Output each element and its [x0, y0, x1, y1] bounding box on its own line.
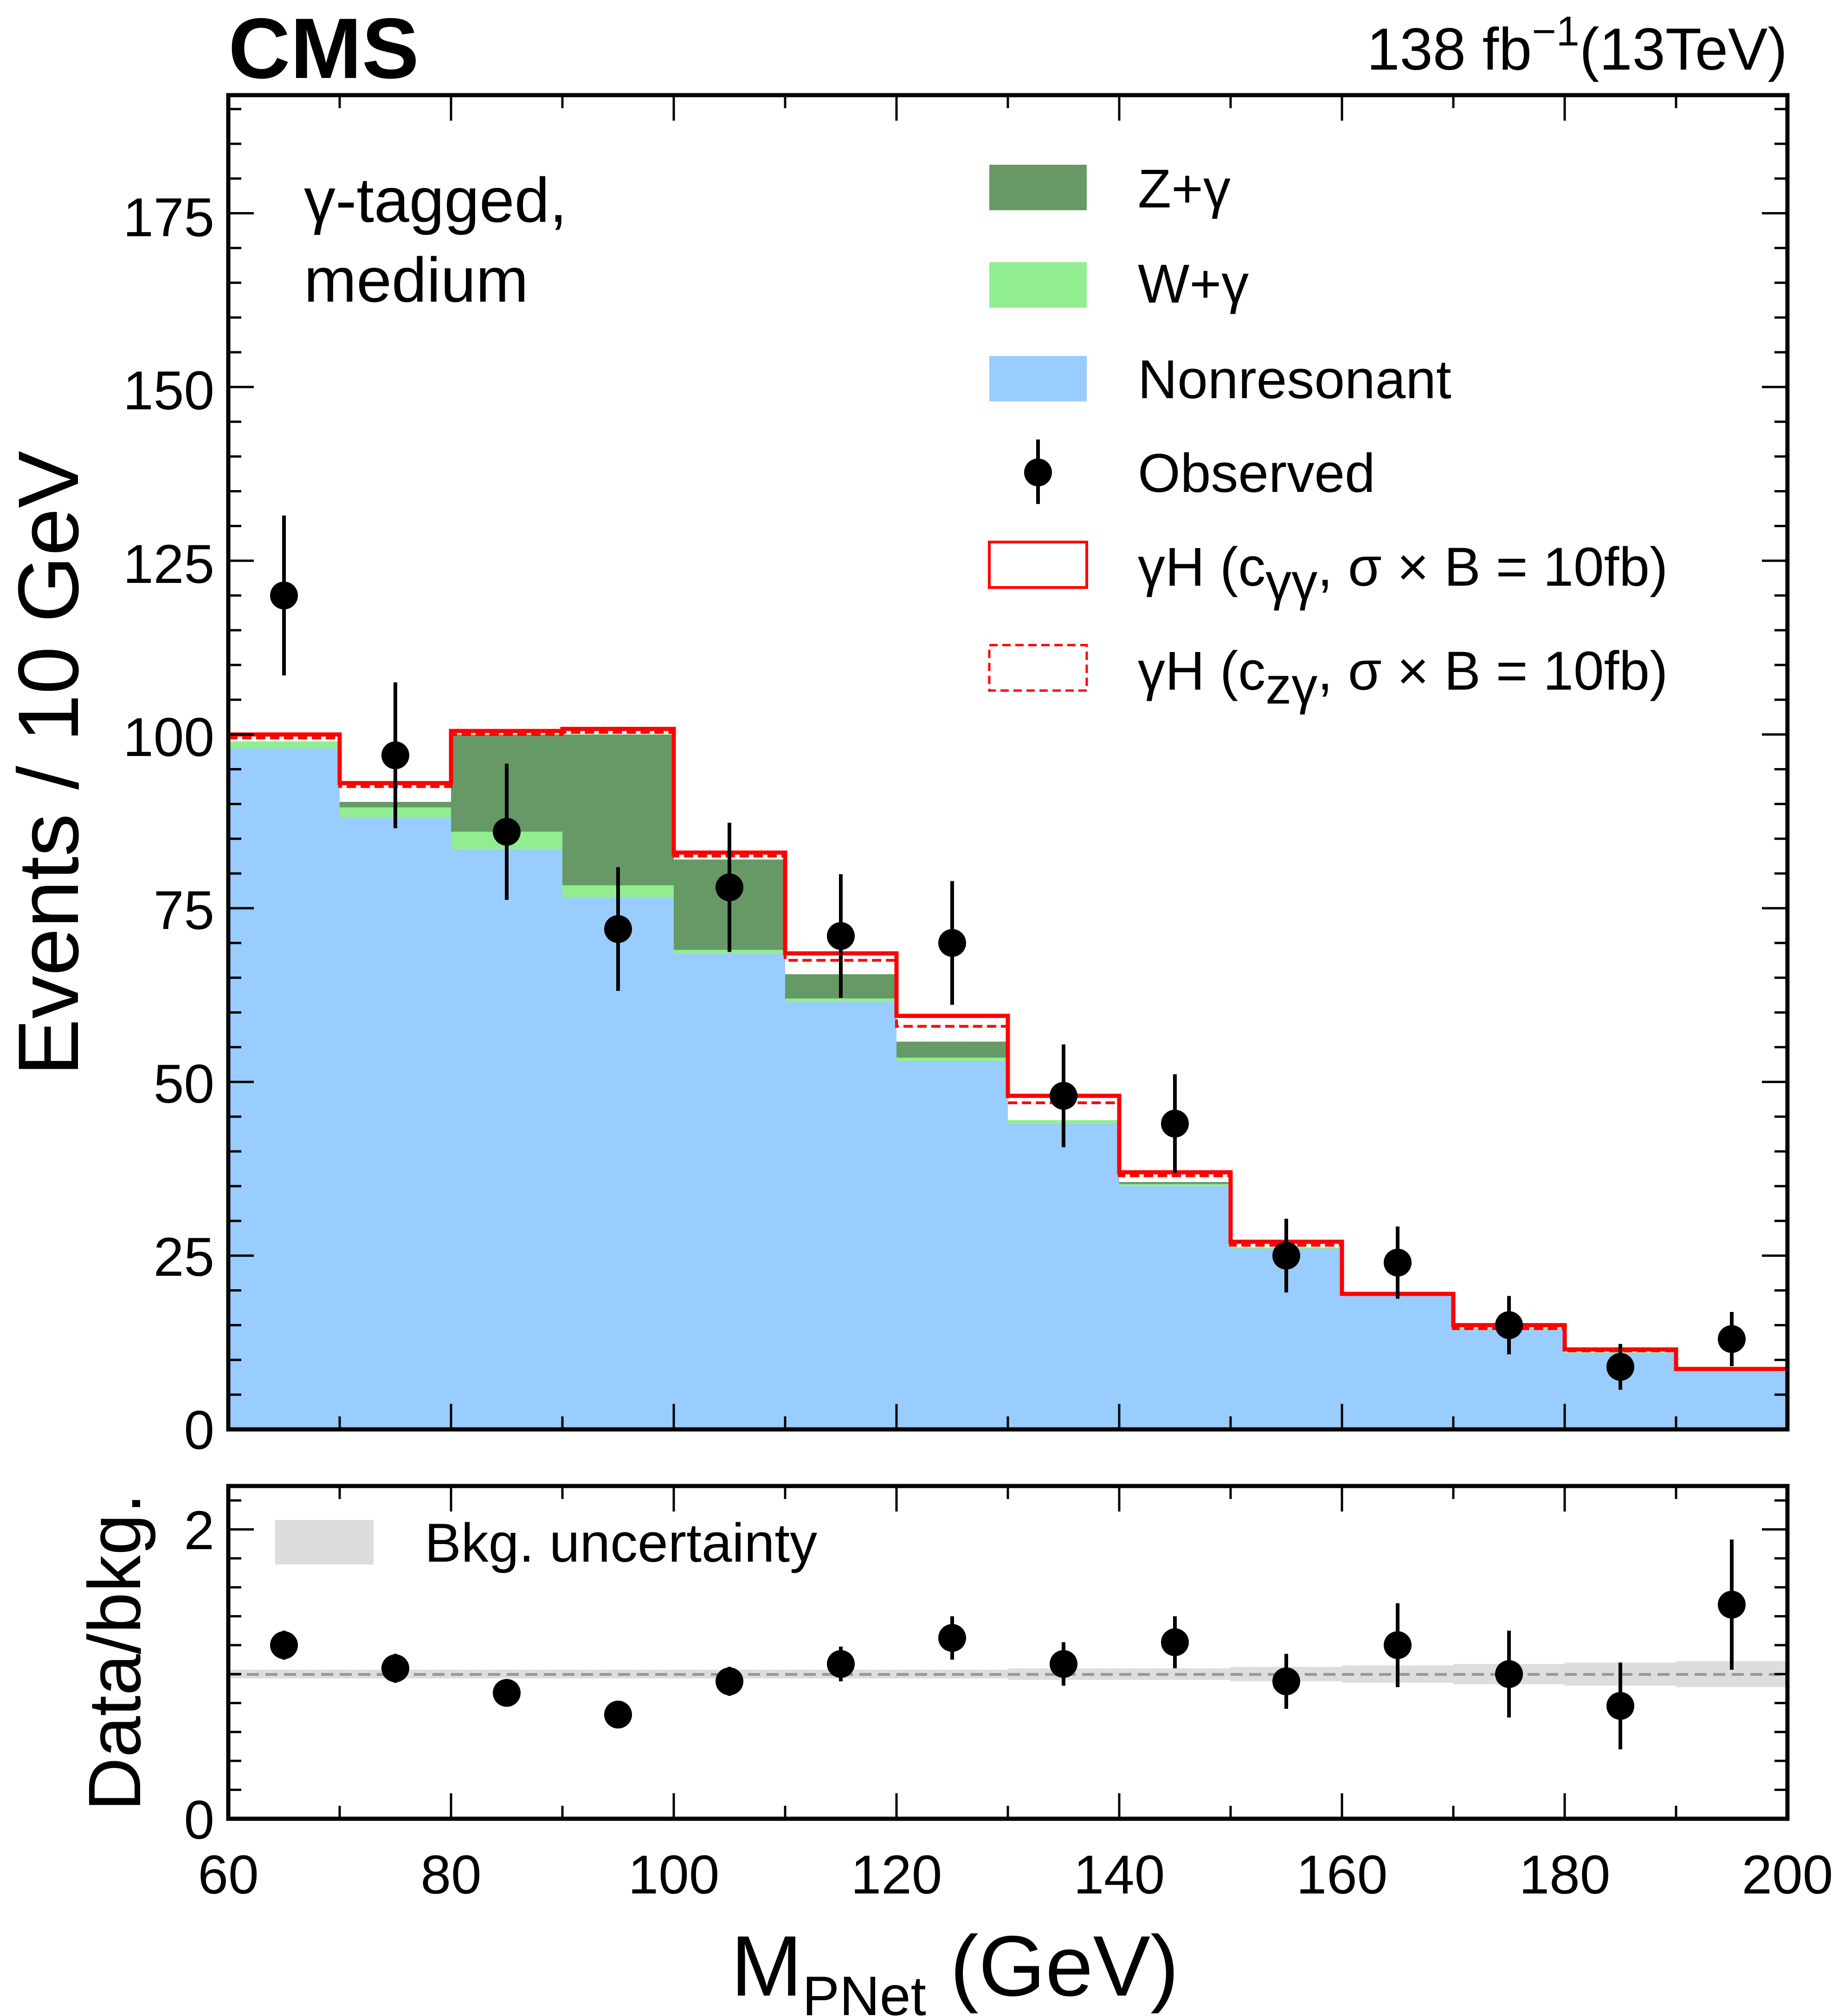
main-frame	[226, 93, 1790, 1432]
bar-nonresonant	[340, 818, 451, 1429]
observed-point	[1161, 1110, 1189, 1138]
ratio-point	[381, 1654, 409, 1682]
luminosity-label: 138 fb−1(13TeV)	[1367, 8, 1787, 83]
lumi-value: 138 fb	[1367, 16, 1532, 83]
x-tick-label: 180	[1519, 1844, 1611, 1906]
main-y-tick-label: 75	[154, 880, 214, 941]
bar-nonresonant	[1676, 1370, 1787, 1429]
ratio-point	[604, 1700, 632, 1729]
x-tick-label: 120	[851, 1844, 942, 1906]
legend-swatch-wgamma	[989, 262, 1087, 308]
observed-point	[938, 929, 966, 957]
main-y-tick-label: 50	[154, 1053, 214, 1115]
observed-point	[604, 915, 632, 943]
bar-nonresonant	[1342, 1294, 1453, 1429]
observed-point	[1384, 1248, 1412, 1277]
bar-wgamma	[1119, 1184, 1231, 1186]
ratio-y-tick-label: 2	[184, 1500, 214, 1561]
ratio-point	[938, 1624, 966, 1652]
bar-nonresonant	[1119, 1186, 1231, 1429]
region-label-line1: γ-tagged,	[304, 165, 567, 235]
legend-label-wgamma: W+γ	[1138, 253, 1249, 315]
ratio-point	[270, 1631, 298, 1659]
main-y-tick-label: 100	[123, 707, 214, 768]
observed-point	[1050, 1082, 1077, 1110]
ratio-point	[1050, 1650, 1077, 1678]
legend-label-signal-gg: γH (cγγ, σ × B = 10fb)	[1138, 536, 1668, 611]
ratio-data	[270, 1539, 1746, 1750]
bar-nonresonant	[785, 1002, 896, 1429]
ratio-y-axis-title: Data/bkg.	[73, 1493, 156, 1811]
main-y-tick-label: 150	[123, 360, 214, 421]
x-tick-labels: 60 80 100 120 140 160 180 200	[198, 1844, 1833, 1906]
main-y-tick-label: 175	[123, 187, 214, 248]
main-y-axis-title: Events / 10 GeV	[1, 451, 97, 1076]
ratio-point	[1384, 1631, 1412, 1659]
observed-point	[381, 741, 409, 769]
bar-wgamma	[896, 1057, 1008, 1061]
observed-point	[493, 818, 521, 846]
ratio-point	[716, 1667, 743, 1695]
observed-point	[1718, 1325, 1746, 1353]
legend-observed-marker	[1024, 459, 1052, 486]
lumi-exponent: −1	[1532, 8, 1580, 55]
bar-zgamma	[1119, 1182, 1231, 1184]
legend-swatch-zgamma	[989, 165, 1087, 210]
x-tick-label: 80	[420, 1844, 481, 1906]
ratio-point	[1718, 1590, 1746, 1619]
ratio-point	[493, 1679, 521, 1707]
ratio-legend-label: Bkg. uncertainty	[425, 1512, 817, 1574]
observed-point	[827, 922, 855, 950]
x-tick-label: 200	[1742, 1844, 1833, 1906]
ratio-point	[1495, 1660, 1523, 1688]
legend-swatch-signal-zg	[988, 644, 1088, 692]
x-tick-label: 100	[628, 1844, 720, 1906]
ratio-frame	[226, 1484, 1790, 1821]
experiment-label: CMS	[228, 1, 419, 97]
x-tick-label: 160	[1296, 1844, 1388, 1906]
bar-nonresonant	[451, 849, 562, 1429]
bar-nonresonant	[228, 748, 340, 1429]
observed-point	[1495, 1311, 1523, 1339]
legend-swatch-nonres	[989, 356, 1087, 401]
ratio-legend-swatch	[275, 1520, 374, 1564]
bar-zgamma	[562, 734, 674, 885]
legend: Z+γ W+γ Nonresonant Observed γH (cγγ, σ …	[988, 158, 1668, 715]
ratio-point	[1161, 1628, 1189, 1656]
observed-point	[716, 873, 743, 902]
lumi-energy: (13TeV)	[1580, 16, 1787, 83]
bar-nonresonant	[896, 1061, 1008, 1429]
bar-wgamma	[785, 998, 896, 1002]
legend-label-observed: Observed	[1138, 443, 1375, 504]
ratio-point	[1272, 1667, 1300, 1695]
bar-zgamma	[896, 1041, 1008, 1058]
x-tick-label: 60	[198, 1844, 258, 1906]
observed-data	[270, 515, 1746, 1390]
main-y-tick-labels: 0 25 50 75 100 125 150 175	[123, 187, 214, 1461]
legend-swatch-signal-gg	[988, 541, 1088, 589]
main-y-tick-label: 0	[184, 1400, 214, 1461]
x-tick-label: 140	[1074, 1844, 1165, 1906]
x-axis-title: MPNet (GeV)	[731, 1919, 1179, 2016]
legend-label-signal-zg: γH (czγ, σ × B = 10fb)	[1138, 640, 1668, 715]
main-histogram	[228, 734, 1787, 1429]
bar-wgamma	[228, 741, 340, 749]
main-y-tick-label: 25	[154, 1227, 214, 1288]
bar-nonresonant	[674, 953, 785, 1429]
ratio-point	[1606, 1692, 1634, 1720]
observed-point	[1272, 1241, 1300, 1270]
region-label-line2: medium	[304, 245, 529, 315]
ratio-point	[827, 1650, 855, 1678]
legend-label-nonres: Nonresonant	[1138, 349, 1451, 410]
legend-label-zgamma: Z+γ	[1138, 158, 1231, 220]
ratio-y-tick-label: 0	[184, 1790, 214, 1851]
bar-nonresonant	[1008, 1124, 1119, 1429]
observed-point	[1606, 1353, 1634, 1381]
observed-point	[270, 582, 298, 610]
main-y-tick-label: 125	[123, 534, 214, 595]
